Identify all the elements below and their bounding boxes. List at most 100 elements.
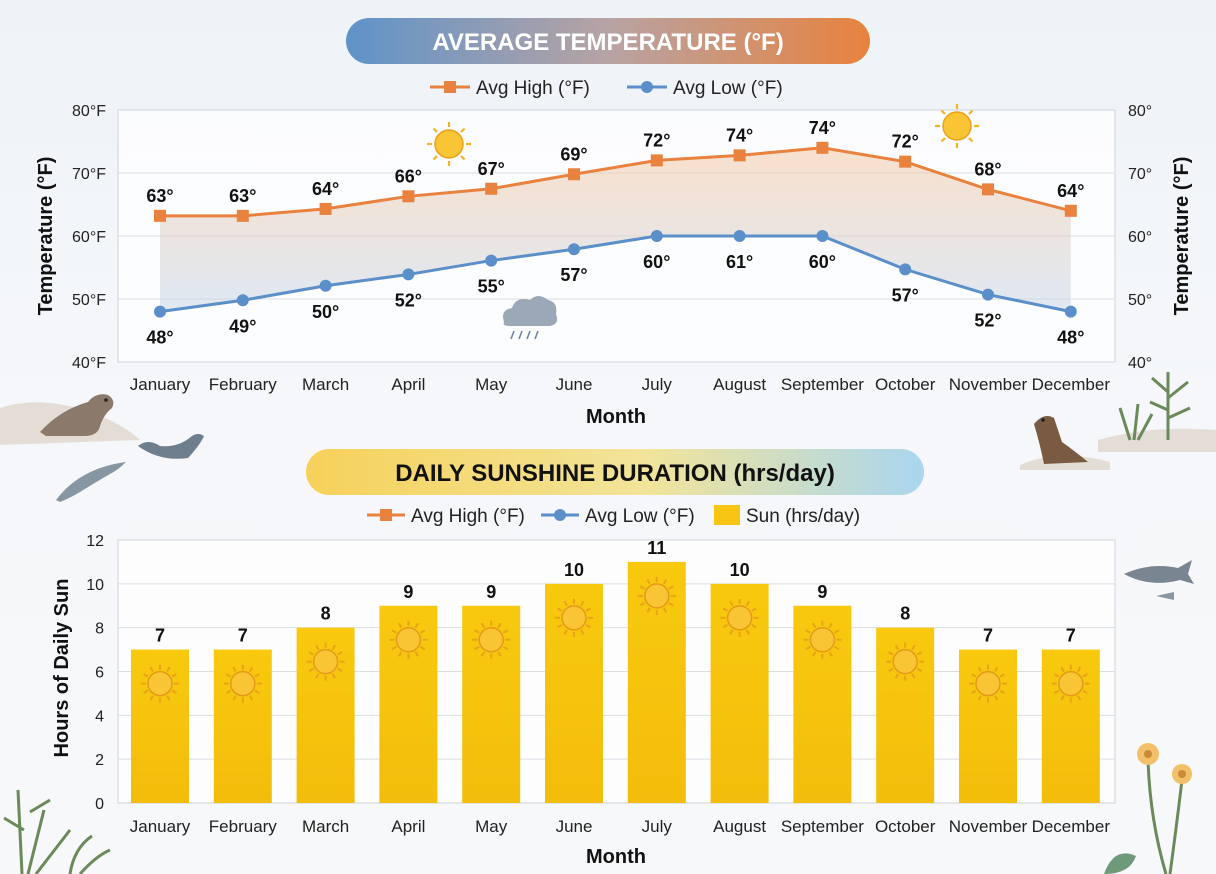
x-tick-label: June (556, 817, 593, 836)
avg-high-data-label: 69° (560, 144, 587, 164)
x-tick-label: September (781, 375, 864, 394)
sunshine-data-label: 9 (403, 582, 413, 602)
sun-icon (935, 104, 979, 148)
x-tick-label: December (1032, 375, 1111, 394)
seal-icon (40, 394, 114, 436)
sunshine-chart: DAILY SUNSHINE DURATION (hrs/day) Avg Hi… (51, 449, 1116, 868)
avg-high-data-label: 72° (643, 130, 670, 150)
y-tick-label-right: 70° (1128, 166, 1152, 183)
sunshine-data-label: 7 (1066, 626, 1076, 646)
y-tick-label: 8 (95, 621, 104, 638)
avg-high-point (485, 182, 498, 195)
y-tick-label: 2 (95, 752, 104, 769)
sunshine-data-label: 9 (817, 582, 827, 602)
avg-high-point (650, 154, 663, 167)
x-tick-label: February (209, 817, 278, 836)
avg-low-data-label: 48° (146, 328, 173, 348)
plant-icon (3, 789, 111, 874)
legend-high-label: Avg High (°F) (476, 78, 590, 99)
legend-sun-marker (714, 505, 740, 525)
avg-high-line (160, 146, 1072, 218)
temperature-chart-title: AVERAGE TEMPERATURE (°F) (432, 29, 783, 56)
sun-icon (427, 122, 471, 166)
avg-high-point (154, 209, 166, 222)
sun-icon (306, 642, 345, 681)
avg-low-point (154, 305, 166, 318)
avg-high-point (733, 149, 746, 162)
sunshine-data-label: 11 (647, 538, 666, 558)
x-tick-label: May (475, 375, 508, 394)
avg-high-data-label: 64° (312, 179, 339, 199)
legend-high-label: Avg High (°F) (411, 506, 525, 527)
sunshine-chart-title: DAILY SUNSHINE DURATION (hrs/day) (395, 460, 835, 487)
plant-icon (1118, 372, 1191, 441)
sunshine-data-label: 7 (238, 626, 248, 646)
avg-low-point (485, 254, 498, 267)
sun-icon (389, 620, 428, 659)
sunshine-data-label: 8 (900, 604, 910, 624)
x-tick-label: November (949, 817, 1028, 836)
sun-icon (223, 664, 262, 703)
avg-low-point (1064, 305, 1077, 318)
sunshine-title-pill (306, 449, 924, 495)
avg-high-data-label: 64° (1057, 181, 1084, 201)
y-tick-label-right: 60° (1128, 229, 1152, 246)
shark-icon (1124, 560, 1194, 600)
x-tick-label: July (642, 817, 673, 836)
temperature-chart: AVERAGE TEMPERATURE (°F) Avg High (°F) A… (35, 18, 1193, 428)
avg-low-point (899, 263, 912, 276)
y-tick-label: 50°F (72, 292, 106, 309)
x-tick-label: October (875, 375, 936, 394)
x-tick-label: August (713, 375, 766, 394)
avg-low-data-label: 49° (229, 316, 256, 336)
temperature-y-axis-title: Temperature (°F) (35, 157, 57, 316)
seal-icon (138, 434, 204, 459)
legend-low-label: Avg Low (°F) (673, 78, 783, 99)
avg-low-data-label: 52° (974, 311, 1001, 331)
avg-high-point (568, 168, 580, 181)
sun-icon (637, 576, 676, 615)
y-tick-label: 6 (95, 665, 104, 682)
x-tick-label: May (475, 817, 508, 836)
x-tick-label: July (642, 375, 673, 394)
avg-low-data-label: 57° (560, 265, 587, 285)
sun-icon (886, 642, 925, 681)
y-tick-label-right: 50° (1128, 292, 1152, 309)
sun-icon (803, 620, 842, 659)
legend-low-label: Avg Low (°F) (585, 506, 695, 527)
sun-icon (555, 598, 593, 637)
avg-low-point (982, 288, 994, 301)
rain-cloud-icon (503, 296, 558, 340)
y-tick-label: 80°F (72, 103, 106, 120)
avg-low-point (236, 294, 249, 307)
avg-low-line (159, 234, 1072, 314)
avg-low-data-label: 57° (892, 285, 919, 305)
avg-high-point (402, 190, 415, 203)
sunshine-data-label: 8 (321, 604, 331, 624)
legend-high-marker (380, 509, 392, 521)
avg-high-data-label: 63° (146, 186, 173, 206)
x-tick-label: September (781, 817, 864, 836)
avg-low-point (650, 230, 663, 242)
y-tick-label-right: 40° (1128, 355, 1152, 372)
temperature-x-axis-title: Month (586, 406, 646, 428)
dolphin-icon (56, 462, 126, 502)
sun-icon (141, 664, 179, 703)
avg-high-data-label: 63° (229, 186, 256, 206)
y-tick-label: 70°F (72, 166, 106, 183)
avg-low-data-label: 52° (395, 290, 422, 310)
x-tick-label: November (949, 375, 1028, 394)
y-tick-label: 40°F (72, 355, 106, 372)
y-tick-label: 4 (95, 708, 104, 725)
avg-low-data-label: 55° (478, 277, 505, 297)
sunshine-data-label: 7 (155, 626, 165, 646)
avg-low-point (319, 279, 332, 292)
x-tick-label: April (391, 817, 425, 836)
y-tick-label: 10 (86, 577, 104, 594)
avg-high-data-label: 66° (395, 166, 422, 186)
x-tick-label: January (130, 817, 191, 836)
avg-high-data-label: 68° (974, 159, 1001, 179)
temperature-title-pill (346, 18, 870, 64)
x-tick-label: March (302, 817, 349, 836)
